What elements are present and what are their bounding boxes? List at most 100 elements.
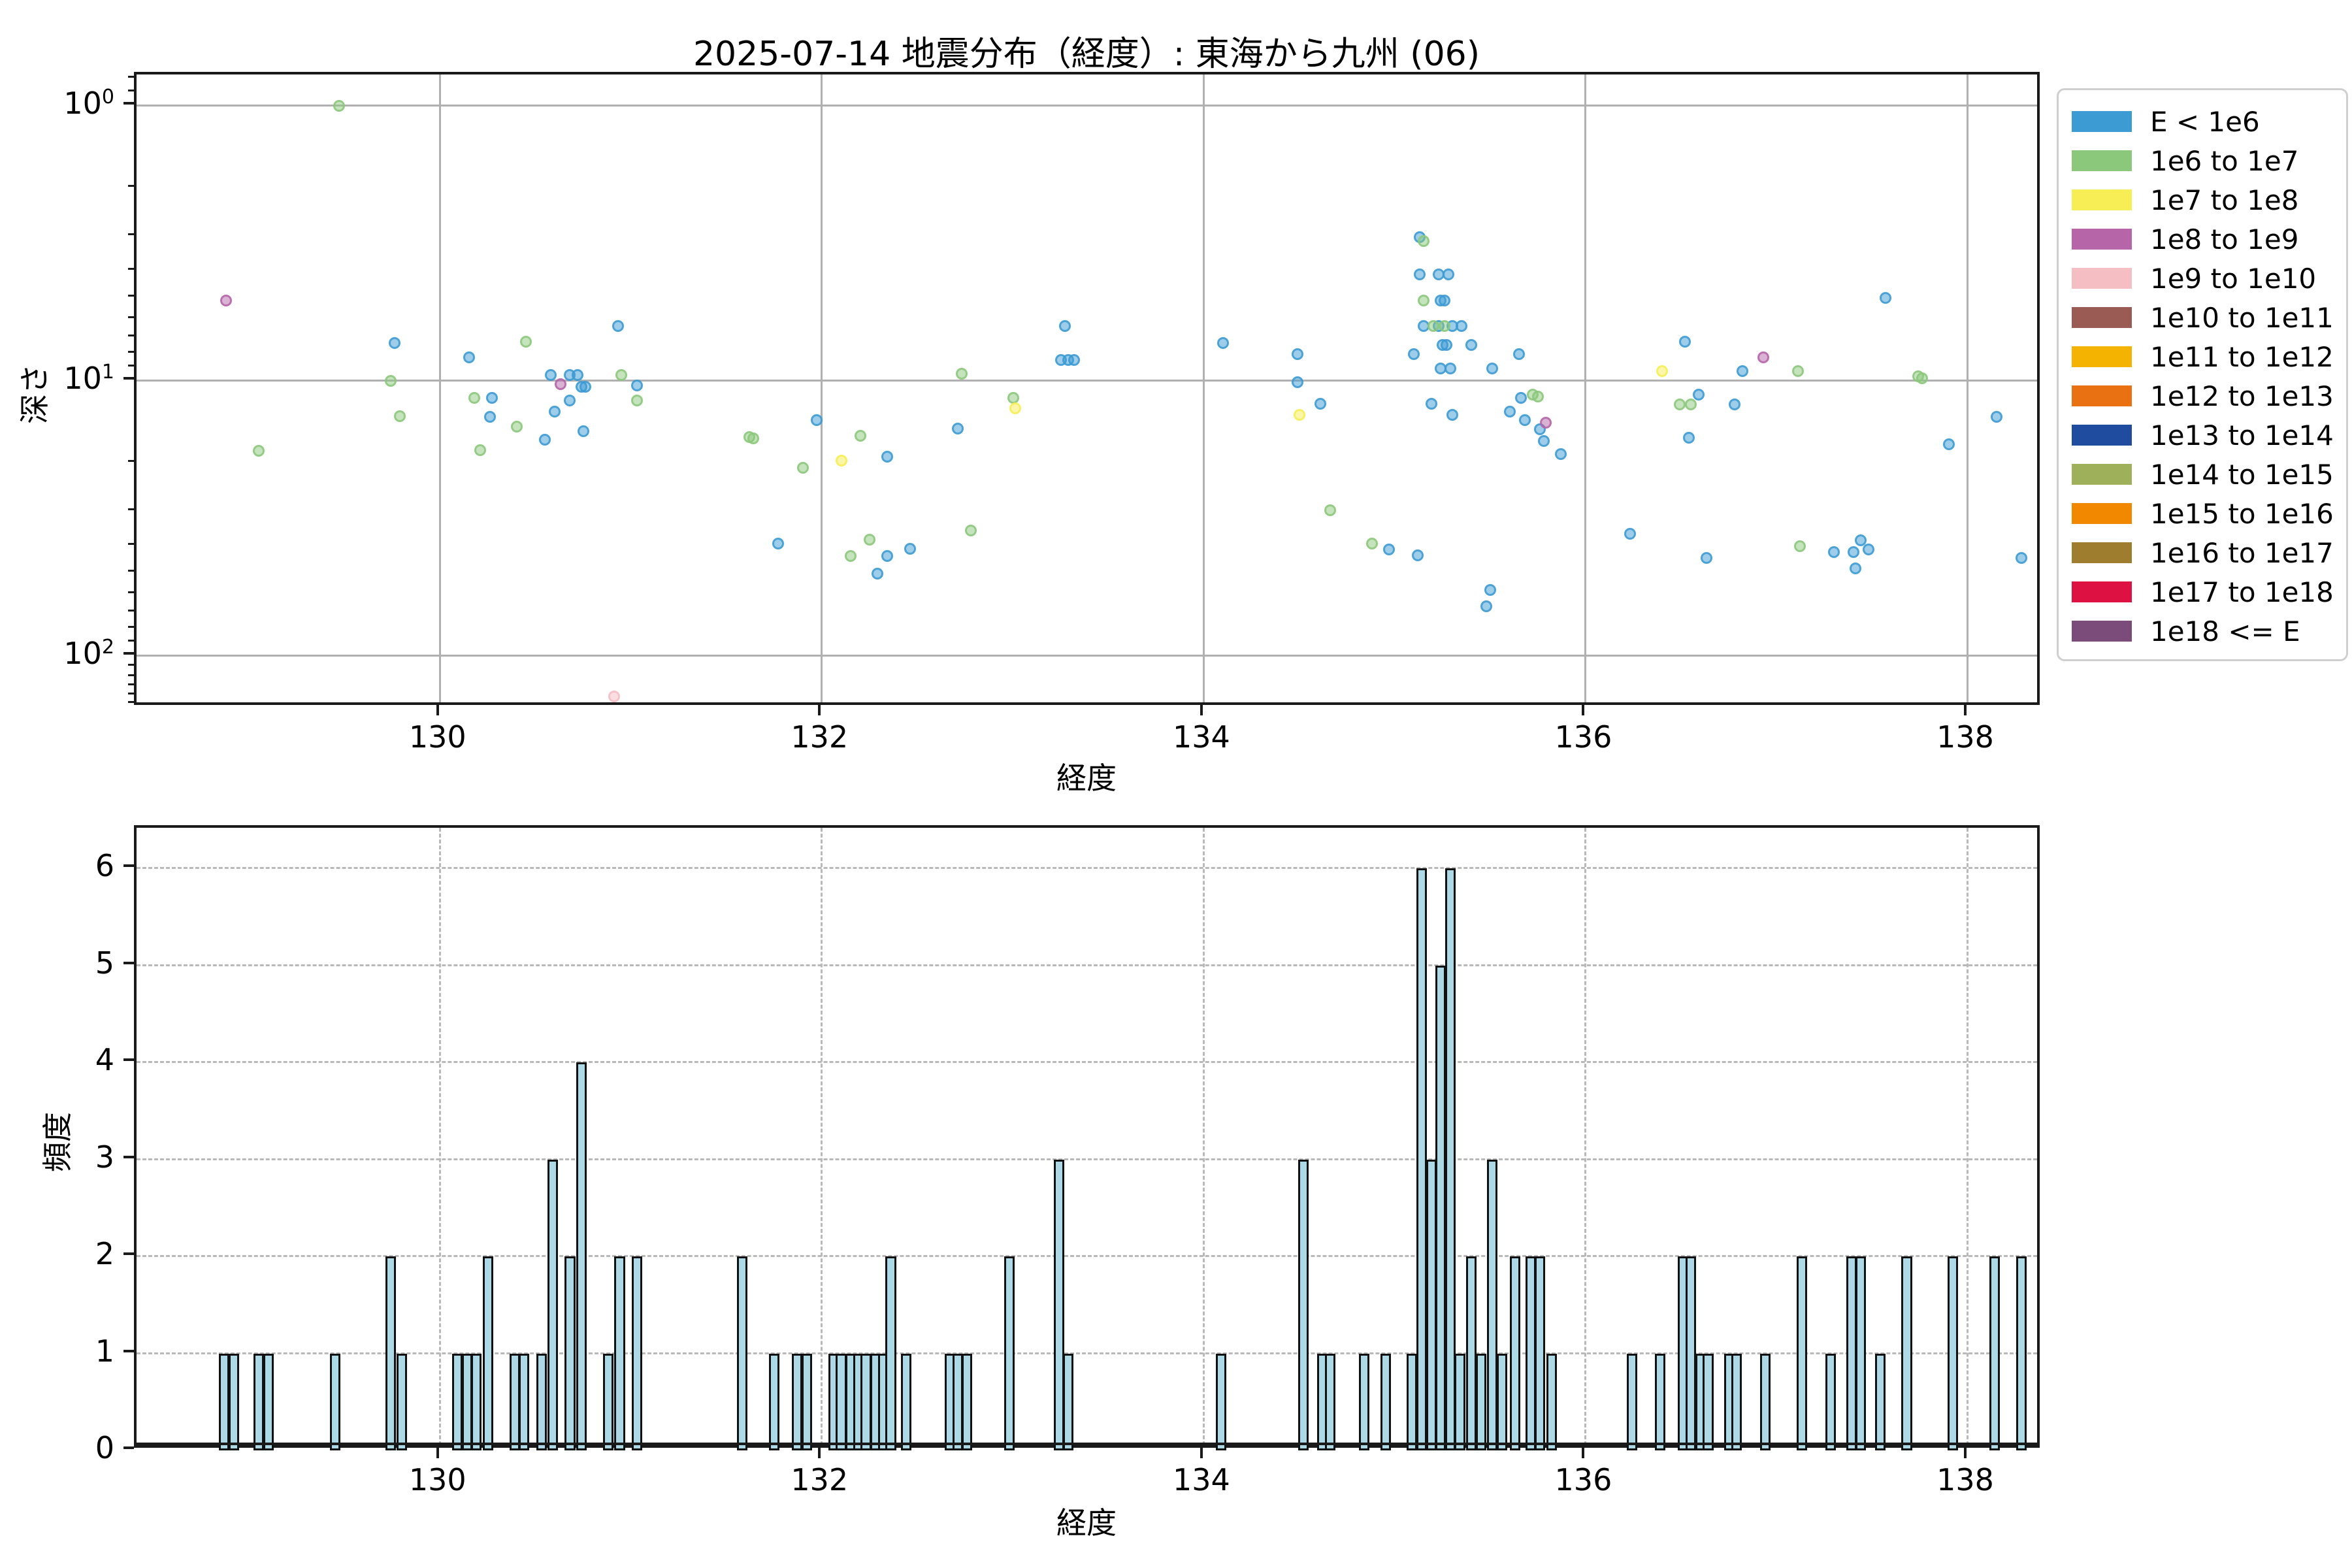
legend-swatch [2072, 307, 2132, 328]
histogram-gridline-y [137, 1158, 2037, 1160]
histogram-bar [1063, 1353, 1074, 1450]
scatter-point [572, 368, 584, 381]
legend-swatch [2072, 385, 2132, 406]
histogram-bar [1475, 1353, 1486, 1450]
scatter-point [468, 391, 481, 404]
scatter-y-minor-tick [128, 542, 134, 545]
scatter-point [1292, 376, 1304, 388]
legend-entry: 1e15 to 1e16 [2072, 494, 2346, 533]
histogram-y-tick-label: 5 [95, 945, 114, 981]
scatter-x-tick [1200, 705, 1203, 715]
scatter-point [1417, 294, 1429, 306]
histogram-bar [602, 1353, 613, 1450]
legend-entry: 1e13 to 1e14 [2072, 416, 2346, 455]
scatter-point [333, 100, 345, 112]
legend-swatch [2072, 425, 2132, 446]
legend-label: 1e15 to 1e16 [2150, 497, 2334, 530]
scatter-point [1692, 388, 1705, 400]
scatter-point [747, 433, 760, 445]
scatter-point [253, 445, 265, 457]
legend-entry: 1e18 <= E [2072, 612, 2346, 651]
scatter-point [1990, 410, 2002, 423]
scatter-point [881, 451, 893, 463]
histogram-bar [519, 1353, 530, 1450]
legend-label: 1e9 to 1e10 [2150, 262, 2317, 295]
scatter-point [1538, 434, 1550, 447]
histogram-bar [397, 1353, 408, 1450]
scatter-point [965, 525, 977, 537]
histogram-y-tick-label: 2 [95, 1236, 114, 1272]
scatter-y-tick-label: 101 [63, 360, 114, 397]
legend-label: 1e13 to 1e14 [2150, 419, 2334, 451]
histogram-bar [1825, 1353, 1836, 1450]
legend-label: E < 1e6 [2150, 105, 2260, 138]
scatter-x-tick-label: 134 [1172, 719, 1230, 755]
scatter-y-tick [123, 102, 134, 105]
figure-title: 2025-07-14 地震分布（経度）: 東海から九州 (06) [693, 35, 1480, 74]
scatter-y-minor-tick [128, 460, 134, 463]
scatter-point [483, 410, 496, 423]
histogram-bar [329, 1353, 340, 1450]
scatter-x-tick-label: 130 [408, 719, 466, 755]
histogram-x-tick [436, 1448, 439, 1458]
scatter-point [1532, 390, 1544, 402]
scatter-point [1683, 432, 1695, 444]
scatter-point [1515, 391, 1527, 404]
scatter-point [1441, 338, 1453, 351]
histogram-bar [1655, 1353, 1666, 1450]
scatter-point [1679, 335, 1691, 348]
scatter-y-axis-label: 深さ [17, 364, 52, 424]
histogram-y-tick [123, 1349, 134, 1352]
legend-entry: E < 1e6 [2072, 102, 2346, 141]
legend-entry: 1e12 to 1e13 [2072, 376, 2346, 416]
scatter-point [1540, 417, 1552, 429]
scatter-point [810, 414, 823, 427]
legend-label: 1e18 <= E [2150, 615, 2300, 647]
histogram-gridline-x [1967, 828, 1968, 1445]
histogram-bar [1466, 1256, 1477, 1450]
legend-label: 1e12 to 1e13 [2150, 380, 2334, 412]
histogram-bar [1760, 1353, 1771, 1450]
legend-swatch [2072, 229, 2132, 250]
legend-label: 1e14 to 1e15 [2150, 458, 2334, 491]
scatter-point [1465, 338, 1478, 351]
scatter-point [485, 391, 498, 404]
legend-entry: 1e11 to 1e12 [2072, 337, 2346, 376]
histogram-bar [1298, 1159, 1309, 1450]
scatter-point [1503, 405, 1516, 417]
scatter-point [1292, 348, 1304, 361]
scatter-x-tick [1964, 705, 1967, 715]
scatter-point [1484, 584, 1497, 596]
histogram-y-axis-label: 頻度 [40, 1112, 75, 1172]
scatter-point [1444, 362, 1456, 374]
legend-swatch [2072, 542, 2132, 563]
scatter-point [1849, 562, 1861, 574]
scatter-y-minor-tick [128, 700, 134, 703]
histogram-bar [1359, 1353, 1370, 1450]
scatter-point [1700, 551, 1712, 564]
scatter-gridline-x [1967, 74, 1968, 702]
histogram-gridline-x [1584, 828, 1587, 1445]
scatter-y-tick [123, 652, 134, 655]
histogram-bar [860, 1353, 872, 1450]
histogram-bar [1535, 1256, 1546, 1450]
scatter-y-minor-tick [128, 663, 134, 666]
scatter-point [520, 335, 532, 348]
scatter-point [608, 690, 620, 702]
histogram-bar [1626, 1353, 1637, 1450]
scatter-y-minor-tick [128, 316, 134, 319]
legend-swatch [2072, 189, 2132, 210]
scatter-point [1009, 402, 1021, 415]
histogram-y-tick-label: 6 [95, 848, 114, 884]
scatter-y-minor-tick [128, 640, 134, 642]
histogram-bar [219, 1353, 230, 1450]
histogram-x-tick-label: 138 [1936, 1462, 1994, 1497]
scatter-point [1518, 414, 1531, 427]
scatter-y-minor-tick [128, 569, 134, 572]
scatter-point [1828, 546, 1840, 559]
histogram-bar [1855, 1256, 1867, 1450]
scatter-y-minor-tick [128, 335, 134, 337]
histogram-bar [1053, 1159, 1064, 1450]
scatter-y-minor-tick [128, 90, 134, 92]
legend-swatch [2072, 268, 2132, 289]
